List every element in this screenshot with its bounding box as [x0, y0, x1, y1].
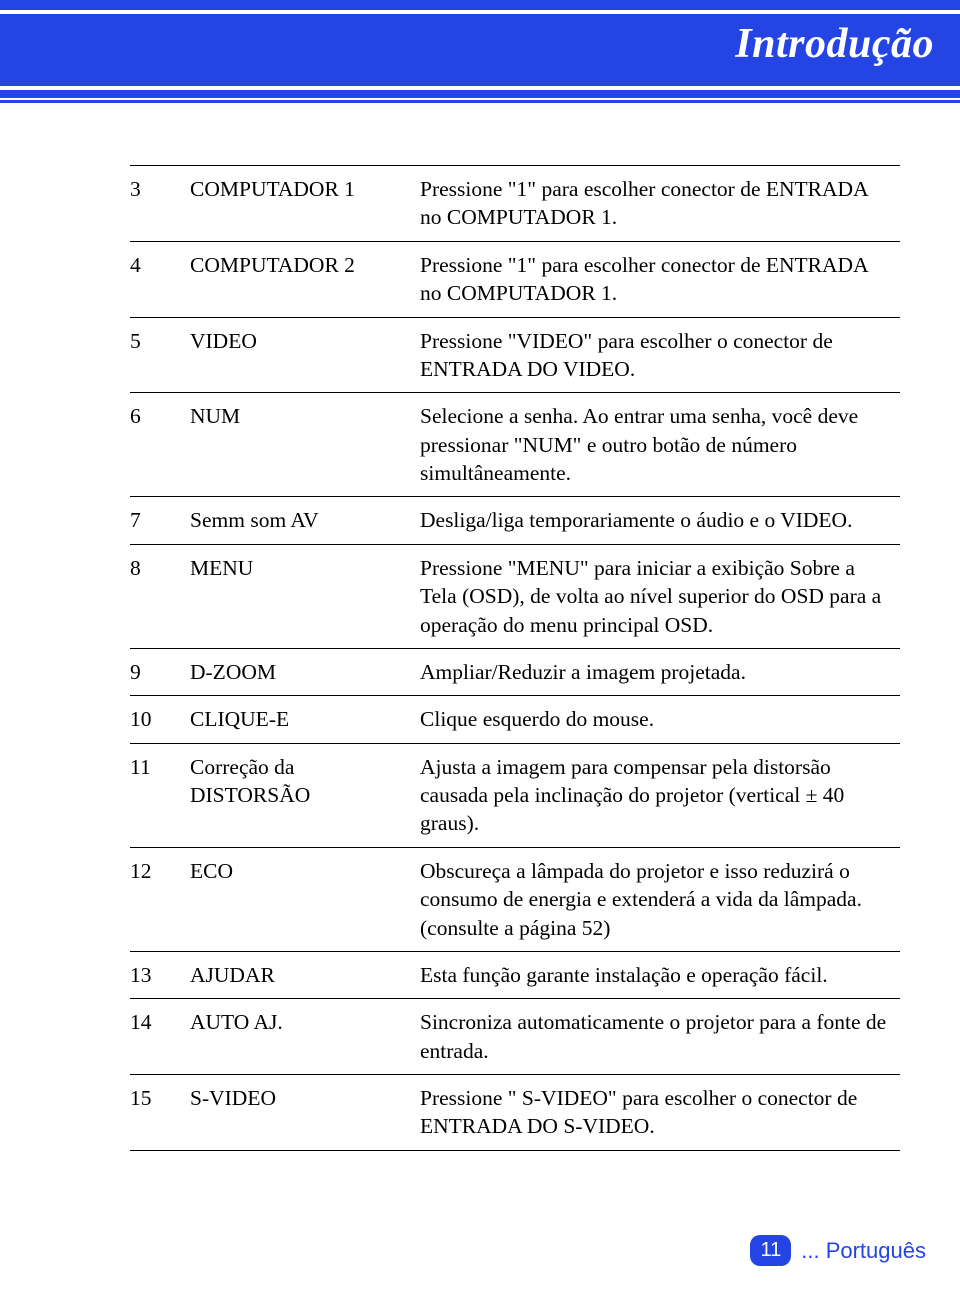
table-row: 9D-ZOOMAmpliar/Reduzir a imagem projetad…: [130, 648, 900, 695]
row-name: MENU: [190, 544, 420, 648]
row-name: VIDEO: [190, 317, 420, 393]
row-description: Ajusta a imagem para compensar pela dist…: [420, 743, 900, 847]
row-number: 13: [130, 951, 190, 998]
top-accent-bar: [0, 0, 960, 12]
table-row: 11Correção da DISTORSÃOAjusta a imagem p…: [130, 743, 900, 847]
row-number: 6: [130, 393, 190, 497]
row-description: Pressione "1" para escolher conector de …: [420, 241, 900, 317]
row-description: Pressione "VIDEO" para escolher o conect…: [420, 317, 900, 393]
table-row: 7Semm som AVDesliga/liga temporariamente…: [130, 497, 900, 544]
row-description: Pressione "1" para escolher conector de …: [420, 166, 900, 242]
row-description: Esta função garante instalação e operaçã…: [420, 951, 900, 998]
row-description: Sincroniza automaticamente o projetor pa…: [420, 999, 900, 1075]
table-row: 14AUTO AJ.Sincroniza automaticamente o p…: [130, 999, 900, 1075]
row-number: 10: [130, 696, 190, 743]
row-name: NUM: [190, 393, 420, 497]
row-name: Semm som AV: [190, 497, 420, 544]
table-row: 15S-VIDEOPressione " S-VIDEO" para escol…: [130, 1075, 900, 1151]
row-description: Selecione a senha. Ao entrar uma senha, …: [420, 393, 900, 497]
row-number: 8: [130, 544, 190, 648]
page-number-badge: 11: [750, 1235, 791, 1266]
row-name: Correção da DISTORSÃO: [190, 743, 420, 847]
row-description: Clique esquerdo do mouse.: [420, 696, 900, 743]
table-container: 3COMPUTADOR 1Pressione "1" para escolher…: [130, 165, 900, 1151]
row-name: AJUDAR: [190, 951, 420, 998]
row-number: 9: [130, 648, 190, 695]
row-name: S-VIDEO: [190, 1075, 420, 1151]
footer: 11 ... Português: [750, 1235, 926, 1266]
table-row: 13AJUDAREsta função garante instalação e…: [130, 951, 900, 998]
row-description: Pressione "MENU" para iniciar a exibição…: [420, 544, 900, 648]
row-description: Pressione " S-VIDEO" para escolher o con…: [420, 1075, 900, 1151]
row-number: 11: [130, 743, 190, 847]
row-number: 12: [130, 847, 190, 951]
footer-language: ... Português: [801, 1238, 926, 1264]
header-rule-thin: [0, 100, 960, 103]
table-row: 8MENUPressione "MENU" para iniciar a exi…: [130, 544, 900, 648]
row-name: CLIQUE-E: [190, 696, 420, 743]
row-description: Ampliar/Reduzir a imagem projetada.: [420, 648, 900, 695]
row-name: AUTO AJ.: [190, 999, 420, 1075]
row-number: 15: [130, 1075, 190, 1151]
table-row: 10CLIQUE-EClique esquerdo do mouse.: [130, 696, 900, 743]
row-number: 5: [130, 317, 190, 393]
header-rule-thick: [0, 90, 960, 98]
row-number: 4: [130, 241, 190, 317]
row-name: COMPUTADOR 1: [190, 166, 420, 242]
row-name: D-ZOOM: [190, 648, 420, 695]
row-name: COMPUTADOR 2: [190, 241, 420, 317]
header-band: Introdução: [0, 14, 960, 86]
table-row: 6NUMSelecione a senha. Ao entrar uma sen…: [130, 393, 900, 497]
table-row: 3COMPUTADOR 1Pressione "1" para escolher…: [130, 166, 900, 242]
functions-table: 3COMPUTADOR 1Pressione "1" para escolher…: [130, 165, 900, 1151]
page-title: Introdução: [735, 20, 934, 68]
table-row: 5VIDEOPressione "VIDEO" para escolher o …: [130, 317, 900, 393]
row-number: 3: [130, 166, 190, 242]
row-description: Obscureça a lâmpada do projetor e isso r…: [420, 847, 900, 951]
row-description: Desliga/liga temporariamente o áudio e o…: [420, 497, 900, 544]
row-name: ECO: [190, 847, 420, 951]
row-number: 14: [130, 999, 190, 1075]
row-number: 7: [130, 497, 190, 544]
table-row: 4COMPUTADOR 2Pressione "1" para escolher…: [130, 241, 900, 317]
table-row: 12ECOObscureça a lâmpada do projetor e i…: [130, 847, 900, 951]
